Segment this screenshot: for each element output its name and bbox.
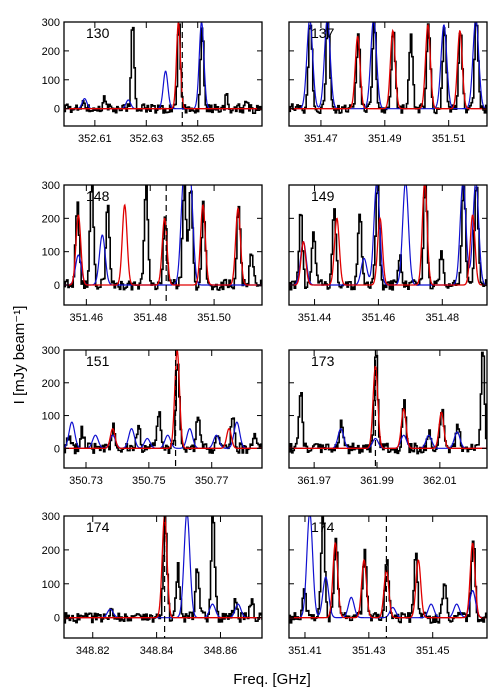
x-tick-label: 351.47	[304, 133, 338, 145]
panel-label: 174	[86, 519, 110, 535]
plot-frame	[63, 21, 263, 127]
y-tick-label: 100	[42, 411, 60, 423]
y-tick-label: 100	[42, 579, 60, 591]
x-tick-label: 351.48	[425, 312, 459, 324]
x-tick-label: 350.75	[132, 475, 166, 487]
plot-frame	[63, 184, 263, 306]
panel-5: 0 100 200 300 350.73 350.75 350.77 151	[42, 345, 263, 487]
panel-label: 148	[86, 188, 110, 204]
x-tick-label: 351.43	[352, 645, 386, 657]
x-tick-label: 351.44	[298, 312, 332, 324]
panel-1: 0 100 200 300 352.61 352.63 352.65 130	[42, 17, 263, 145]
panel-7: 0 100 200 300 348.82 348.84 348.86 174	[42, 511, 263, 657]
y-tick-label: 300	[42, 17, 60, 29]
x-tick-label: 348.84	[140, 645, 174, 657]
x-tick-label: 351.48	[133, 312, 167, 324]
plot-frame	[63, 515, 263, 639]
x-tick-label: 352.61	[78, 133, 112, 145]
x-tick-label: 351.41	[288, 645, 322, 657]
x-tick-label: 351.45	[416, 645, 450, 657]
y-tick-label: 200	[42, 545, 60, 557]
y-tick-label: 0	[54, 613, 60, 625]
model-red-spectrum	[289, 23, 487, 110]
x-tick-label: 348.86	[204, 645, 238, 657]
x-tick-label: 348.82	[76, 645, 110, 657]
model-red-spectrum	[289, 365, 487, 449]
model-red-spectrum	[64, 350, 262, 449]
observed-spectrum	[64, 516, 262, 624]
y-tick-label: 100	[42, 75, 60, 87]
plot-frame	[288, 349, 488, 469]
panel-label: 151	[86, 353, 110, 369]
x-tick-label: 361.99	[360, 475, 394, 487]
y-tick-label: 200	[42, 46, 60, 58]
observed-spectrum	[289, 351, 487, 455]
y-tick-label: 300	[42, 180, 60, 192]
x-tick-label: 350.73	[69, 475, 103, 487]
y-axis-title: I [mJy beam⁻¹]	[11, 306, 28, 405]
model-red-spectrum	[64, 22, 262, 110]
model-red-spectrum	[64, 516, 262, 619]
y-tick-label: 200	[42, 213, 60, 225]
y-tick-label: 100	[42, 247, 60, 259]
y-tick-label: 300	[42, 345, 60, 357]
panel-6: 361.97 361.99 362.01 173	[288, 349, 488, 487]
panel-label: 130	[86, 25, 110, 41]
model-red-spectrum	[289, 541, 487, 619]
panel-label: 173	[311, 353, 335, 369]
x-tick-label: 351.49	[368, 133, 402, 145]
x-tick-label: 351.46	[362, 312, 396, 324]
panel-2: 351.47 351.49 351.51 137	[288, 21, 488, 145]
panel-4: 351.44 351.46 351.48 149	[288, 184, 488, 324]
y-tick-label: 0	[54, 280, 60, 292]
x-axis-title: Freq. [GHz]	[233, 671, 311, 688]
y-tick-label: 0	[54, 104, 60, 116]
model-red-spectrum	[64, 203, 262, 286]
plot-frame	[288, 21, 488, 127]
panel-label: 149	[311, 188, 335, 204]
model-blue-spectrum	[64, 421, 262, 449]
panel-8: 351.41 351.43 351.45 174	[288, 515, 488, 657]
x-tick-label: 351.46	[70, 312, 104, 324]
plot-frame	[288, 515, 488, 639]
model-red-spectrum	[289, 185, 487, 286]
model-blue-spectrum	[289, 516, 487, 619]
plot-frame	[288, 184, 488, 306]
panel-3: 0 100 200 300 351.46 351.48 351.50 148	[42, 180, 263, 324]
x-tick-label: 351.50	[197, 312, 231, 324]
x-tick-label: 362.01	[423, 475, 457, 487]
y-tick-label: 300	[42, 511, 60, 523]
panel-label: 137	[311, 25, 335, 41]
y-tick-label: 0	[54, 443, 60, 455]
x-tick-label: 352.65	[181, 133, 215, 145]
x-tick-label: 361.97	[297, 475, 331, 487]
x-tick-label: 351.51	[432, 133, 466, 145]
x-tick-label: 350.77	[195, 475, 229, 487]
panel-label: 174	[311, 519, 335, 535]
x-tick-label: 352.63	[129, 133, 163, 145]
y-tick-label: 200	[42, 378, 60, 390]
plot-frame	[63, 349, 263, 469]
model-blue-spectrum	[289, 22, 487, 110]
